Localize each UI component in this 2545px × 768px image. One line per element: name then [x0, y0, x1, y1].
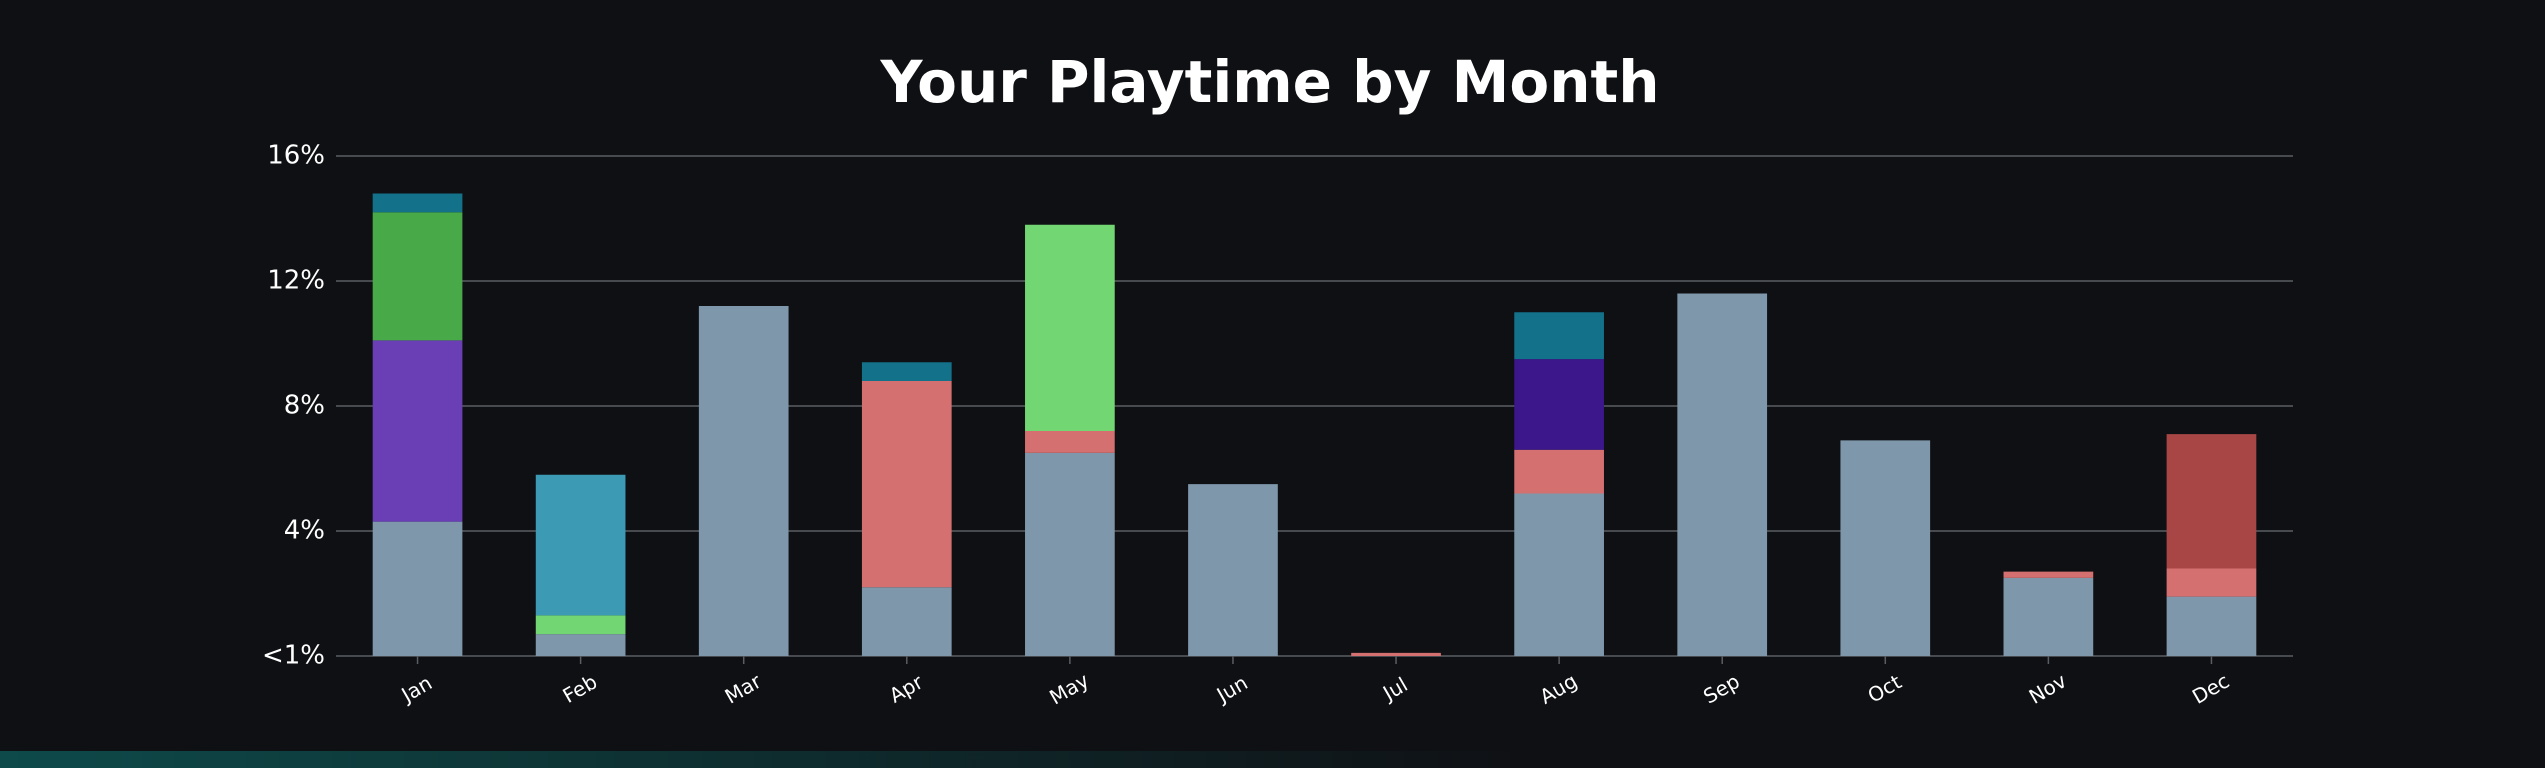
x-tick-label: May [1045, 668, 1093, 710]
x-tick-label: Dec [2188, 669, 2234, 709]
bar-segment [535, 634, 626, 656]
chart-title: Your Playtime by Month [879, 48, 1659, 116]
x-tick-label: Mar [721, 668, 766, 708]
x-tick-label: Jan [396, 671, 436, 708]
y-tick-label: 12% [267, 266, 325, 296]
y-tick-label: 16% [267, 141, 325, 171]
bar-segment [1840, 440, 1931, 656]
bar-segment [2003, 577, 2094, 656]
x-tick-label: Oct [1864, 670, 1906, 708]
bar-segment [1025, 431, 1115, 453]
bottom-strip [0, 751, 2545, 768]
y-tick-label: 8% [284, 391, 325, 421]
y-tick-label: 4% [284, 516, 325, 546]
x-tick-label: Sep [1699, 669, 1744, 709]
bar-segment [2003, 571, 2094, 578]
bar-segment [535, 615, 626, 635]
bar-segment [2166, 434, 2257, 569]
bar-segment [1025, 224, 1115, 431]
x-tick-label: Nov [2025, 668, 2071, 708]
bar-segment [535, 474, 626, 616]
bar-segment [1351, 652, 1441, 656]
bar-segment [1677, 293, 1768, 656]
bar-segment [1188, 484, 1278, 656]
bar-segment [861, 587, 952, 656]
bar-segment [372, 340, 463, 522]
bar-segment [861, 362, 952, 381]
bar-segment [2166, 596, 2257, 656]
y-tick-label: <1% [262, 641, 325, 671]
bar-segment [372, 521, 463, 656]
x-tick-label: Aug [1535, 669, 1581, 709]
x-tick-label: Apr [885, 669, 928, 707]
x-tick-label: Jul [1377, 672, 1412, 706]
bar-segment [1514, 493, 1604, 656]
bar-segment [1514, 449, 1604, 494]
bar-segment [1514, 359, 1604, 450]
bar-segment [1025, 452, 1115, 656]
x-tick-label: Jun [1211, 670, 1252, 707]
bar-segment [2166, 568, 2257, 597]
bar-segment [372, 193, 463, 213]
bar-segment [372, 212, 463, 341]
bar-segment [861, 381, 952, 588]
bar-segment [1514, 312, 1604, 360]
x-tick-label: Feb [559, 669, 602, 707]
bar-segment [698, 306, 789, 656]
